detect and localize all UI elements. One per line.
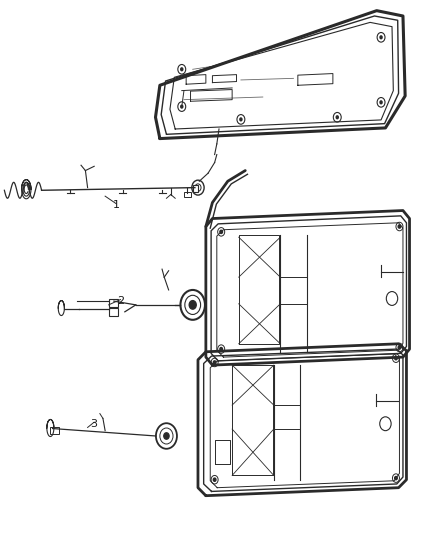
Bar xyxy=(109,299,118,307)
Circle shape xyxy=(220,348,223,351)
Circle shape xyxy=(379,100,383,104)
Text: 1: 1 xyxy=(113,200,120,210)
Circle shape xyxy=(239,117,243,122)
Circle shape xyxy=(395,477,397,480)
Text: 2: 2 xyxy=(117,296,124,306)
Bar xyxy=(109,308,118,316)
Circle shape xyxy=(398,346,401,349)
Bar xyxy=(193,185,198,192)
Circle shape xyxy=(395,357,397,360)
Circle shape xyxy=(164,433,169,439)
Circle shape xyxy=(379,35,383,39)
Bar xyxy=(184,192,191,197)
Circle shape xyxy=(189,301,196,309)
Circle shape xyxy=(220,230,223,233)
Circle shape xyxy=(213,361,216,364)
Circle shape xyxy=(180,67,184,71)
Text: 3: 3 xyxy=(91,419,98,429)
Circle shape xyxy=(180,104,184,109)
Circle shape xyxy=(336,115,339,119)
Circle shape xyxy=(398,225,401,228)
Circle shape xyxy=(213,478,216,481)
Bar xyxy=(50,427,59,434)
